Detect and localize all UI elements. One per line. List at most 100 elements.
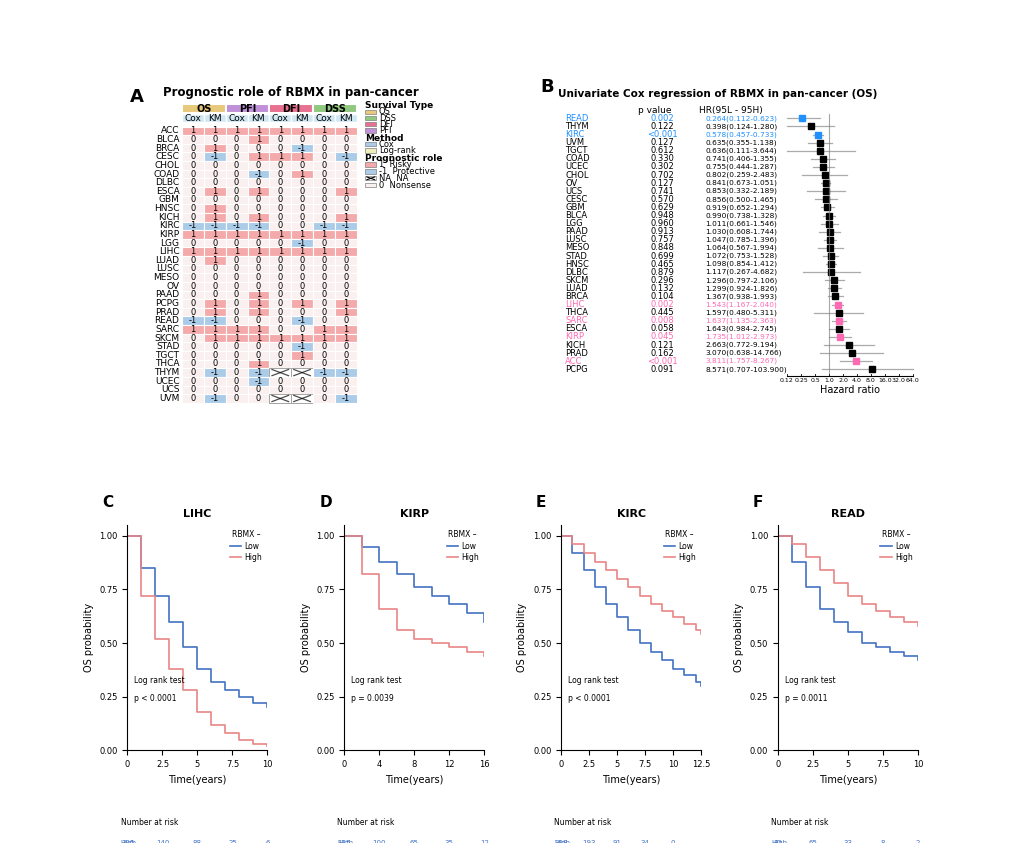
Text: 1: 1 [300,334,305,342]
Text: E: E [536,495,546,510]
Bar [181,247,204,256]
Bar [269,377,290,385]
Text: C: C [102,495,113,510]
Bar [181,273,204,282]
Bar [334,385,357,395]
Bar [313,256,334,265]
Text: 64.0: 64.0 [905,378,918,383]
Text: 0: 0 [212,342,217,352]
Text: 0.127: 0.127 [650,179,674,188]
Text: PFI: PFI [238,104,256,114]
Bar [225,247,248,256]
Bar [248,377,269,385]
Text: SARC: SARC [155,325,179,334]
Text: COAD: COAD [565,154,589,164]
Bar [181,204,204,213]
Text: 298: 298 [554,840,568,843]
Text: 0: 0 [233,135,239,144]
Text: PAAD: PAAD [565,228,587,236]
Bar [313,385,334,395]
Text: ACC: ACC [161,126,179,136]
Text: 0: 0 [277,316,282,325]
Bar [269,213,290,222]
Text: 16.0: 16.0 [877,378,891,383]
Text: HNSC: HNSC [565,260,588,269]
Text: 0: 0 [342,135,348,144]
Bar [365,163,376,167]
Text: BLCA: BLCA [156,135,179,144]
Bar [313,342,334,351]
Text: Univariate Cox regression of RBMX in pan-cancer (OS): Univariate Cox regression of RBMX in pan… [557,89,876,99]
Text: 0: 0 [256,316,261,325]
Bar [248,342,269,351]
Text: 1: 1 [321,126,326,136]
Bar [225,153,248,161]
Bar [290,144,313,153]
Text: PFI: PFI [378,126,391,135]
Bar [248,265,269,273]
Text: 25: 25 [228,840,236,843]
Text: 1: 1 [300,126,305,136]
Text: 0: 0 [233,161,239,170]
Bar [290,153,313,161]
Text: LIHC: LIHC [565,300,584,309]
Text: 34: 34 [640,840,649,843]
Bar [313,282,334,291]
Bar [204,135,225,144]
Bar [290,126,313,135]
Text: 0.302: 0.302 [650,163,674,171]
Bar [334,196,357,204]
Text: 100: 100 [372,840,386,843]
Text: 0: 0 [191,342,196,352]
Text: A: A [129,88,144,105]
Text: 0: 0 [300,135,305,144]
Text: READ: READ [565,114,588,123]
Text: 0: 0 [321,178,326,187]
Bar [225,368,248,377]
Bar [204,204,225,213]
Text: 0.853(0.332-2.189): 0.853(0.332-2.189) [705,188,776,195]
Text: 0: 0 [277,282,282,291]
Text: 0: 0 [321,342,326,352]
Text: OS: OS [196,104,211,114]
Bar [248,360,269,368]
Text: 1.296(0.797-2.106): 1.296(0.797-2.106) [705,277,777,283]
Bar [204,308,225,316]
Text: -1: -1 [211,316,219,325]
Bar [269,153,290,161]
Text: 1.0: 1.0 [823,378,834,383]
Bar [204,265,225,273]
Text: 88: 88 [193,840,202,843]
Bar [225,385,248,395]
Text: Log rank test: Log rank test [351,676,401,685]
Text: 0.5: 0.5 [809,378,819,383]
Text: 1: 1 [277,230,282,239]
Text: 0: 0 [191,178,196,187]
Legend: Low, High: Low, High [878,529,913,563]
Text: 0.002: 0.002 [650,300,674,309]
Text: DFI: DFI [378,120,392,129]
Text: 0.398(0.124-1.280): 0.398(0.124-1.280) [705,123,777,130]
Text: Log-rank: Log-rank [378,146,416,155]
Text: 0.841(0.673-1.051): 0.841(0.673-1.051) [705,180,776,186]
Text: THCA: THCA [565,309,588,317]
Text: 0.127: 0.127 [650,138,674,148]
Text: OV: OV [166,282,179,291]
Text: -1: -1 [341,153,350,161]
Text: 1: 1 [342,334,348,342]
Text: 0: 0 [256,265,261,273]
Text: 0: 0 [321,161,326,170]
Text: 0: 0 [212,359,217,368]
Bar [204,282,225,291]
Bar [365,128,376,132]
Bar [181,161,204,169]
Bar [334,169,357,179]
Bar [204,256,225,265]
Text: 0: 0 [212,169,217,179]
Text: 0: 0 [321,196,326,205]
Bar [204,395,225,403]
Text: 0: 0 [191,187,196,196]
Text: 0: 0 [191,143,196,153]
Text: 0: 0 [256,143,261,153]
Bar [225,179,248,187]
